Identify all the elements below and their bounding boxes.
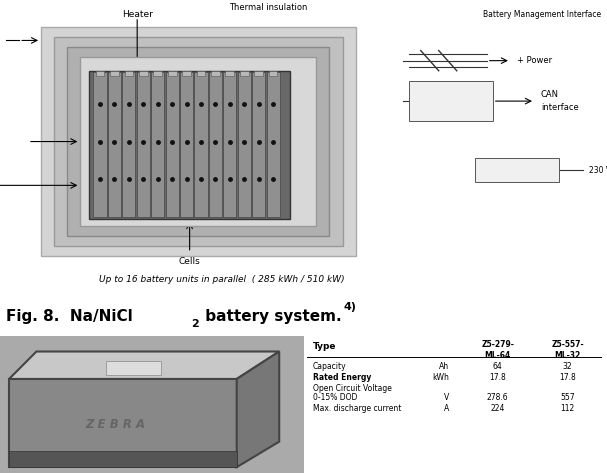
Bar (269, 71, 277, 76)
Bar (182, 71, 191, 76)
Bar (238, 72, 251, 218)
Bar (154, 71, 162, 76)
Text: + Power: + Power (517, 56, 552, 65)
Text: -URT: -URT (415, 84, 427, 89)
Text: 278.6: 278.6 (487, 393, 509, 402)
Bar (67, 47, 330, 236)
Bar (168, 71, 177, 76)
Bar (223, 72, 236, 218)
Text: 230 VAC: 230 VAC (589, 166, 607, 175)
Bar (80, 57, 316, 226)
Bar (254, 71, 263, 76)
Text: Fig. 8.  Na/NiCl: Fig. 8. Na/NiCl (6, 309, 133, 324)
Bar (197, 71, 205, 76)
Bar (93, 72, 107, 218)
Bar (194, 72, 208, 218)
Text: interface: interface (541, 103, 578, 113)
Bar (266, 72, 280, 218)
Text: 17.8: 17.8 (489, 373, 506, 382)
Bar (89, 71, 290, 219)
Text: 224: 224 (490, 404, 505, 413)
Text: 4): 4) (344, 302, 356, 312)
Text: 2: 2 (191, 319, 199, 329)
Text: 17.8: 17.8 (559, 373, 576, 382)
Text: 64: 64 (493, 362, 503, 371)
Bar (106, 361, 161, 375)
Bar (9, 379, 237, 467)
Text: ML-64: ML-64 (484, 350, 511, 359)
Bar (124, 71, 134, 76)
Text: Type: Type (313, 342, 336, 350)
Text: Z E B R A: Z E B R A (85, 418, 146, 430)
Bar (96, 71, 104, 76)
Polygon shape (237, 351, 279, 467)
Bar (151, 72, 164, 218)
Text: Ah: Ah (439, 362, 449, 371)
Text: Open Circuit Voltage: Open Circuit Voltage (313, 384, 392, 393)
Text: Battery Management Interface: Battery Management Interface (483, 10, 601, 19)
Text: CAN: CAN (541, 90, 559, 99)
Text: V: V (444, 393, 449, 402)
Polygon shape (9, 351, 279, 379)
Text: Z5-279-: Z5-279- (481, 340, 514, 349)
Text: ML-32: ML-32 (554, 350, 581, 359)
Text: 32: 32 (563, 362, 572, 371)
Bar (211, 71, 220, 76)
Bar (225, 71, 234, 76)
Bar (475, 158, 559, 182)
Bar (409, 81, 493, 121)
Bar (139, 71, 148, 76)
Bar (252, 72, 265, 218)
Text: -ISO: -ISO (415, 95, 426, 99)
Bar (41, 27, 356, 256)
Bar (240, 71, 249, 76)
Text: Rated Energy: Rated Energy (313, 373, 371, 382)
Bar (137, 72, 150, 218)
Text: Heater: Heater (122, 10, 152, 19)
Text: Z5-557-: Z5-557- (551, 340, 584, 349)
Text: Capacity: Capacity (313, 362, 346, 371)
Bar (54, 37, 342, 246)
Text: 112: 112 (560, 404, 575, 413)
Bar (166, 72, 178, 218)
Bar (209, 72, 222, 218)
Text: Charger: Charger (501, 166, 532, 175)
Text: Thermal insulation: Thermal insulation (229, 3, 308, 12)
Bar (110, 71, 119, 76)
Bar (180, 72, 193, 218)
Text: A: A (444, 404, 449, 413)
Text: Max. discharge current: Max. discharge current (313, 404, 401, 413)
Text: kWh: kWh (432, 373, 449, 382)
Bar (9, 451, 237, 467)
Text: 0-15% DOD: 0-15% DOD (313, 393, 357, 402)
Text: 557: 557 (560, 393, 575, 402)
Text: battery system.: battery system. (200, 309, 342, 324)
Text: Up to 16 battery units in parallel  ( 285 kWh / 510 kW): Up to 16 battery units in parallel ( 285… (99, 274, 344, 284)
Text: -Diagnostic: -Diagnostic (415, 114, 446, 120)
Bar (108, 72, 121, 218)
Bar (123, 72, 135, 218)
Text: Cells: Cells (178, 257, 200, 266)
Text: -SOC: -SOC (415, 105, 428, 109)
